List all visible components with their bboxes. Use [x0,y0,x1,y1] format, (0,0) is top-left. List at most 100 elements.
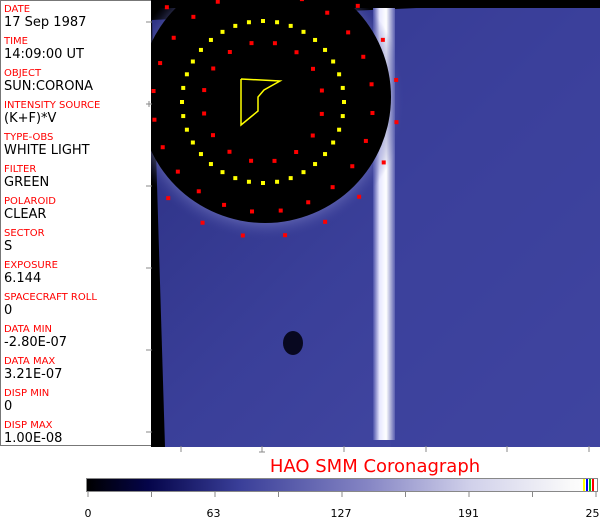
overlay-marker [158,61,162,65]
overlay-marker [331,185,335,189]
overlay-marker [394,78,398,82]
overlay-marker [300,0,304,1]
overlay-marker [172,36,176,40]
colorbar-blue [586,479,588,491]
overlay-marker [221,30,225,34]
overlay-marker [381,38,385,42]
overlay-marker [176,170,180,174]
overlay-marker [191,15,195,19]
field-value: WHITE LIGHT [4,143,90,158]
overlay-marker [370,111,374,115]
overlay-marker [311,67,315,71]
overlay-marker [364,139,368,143]
overlay-marker [197,189,201,193]
field-label: INTENSITY SOURCE [4,100,100,111]
overlay-marker [247,20,251,24]
field-label: SECTOR [4,228,45,239]
coronagraph-image-canvas [151,0,600,447]
colorbar-tick-label: 63 [207,508,221,519]
field-value: GREEN [4,175,49,190]
overlay-marker [275,20,279,24]
field-label: DISP MAX [4,420,62,431]
field-value: S [4,239,45,254]
overlay-marker [341,86,345,90]
coronagraph-image[interactable] [151,0,600,447]
overlay-marker [181,86,185,90]
overlay-marker [191,60,195,64]
field-label: DATA MIN [4,324,67,335]
colorbar [86,478,598,492]
overlay-marker [341,114,345,118]
overlay-marker [249,159,253,163]
overlay-marker [283,233,287,237]
overlay-marker [275,180,279,184]
field-value: -2.80E-07 [4,335,67,350]
overlay-marker [361,55,365,59]
overlay-marker [166,196,170,200]
overlay-marker [211,133,215,137]
field-label: SPACECRAFT ROLL [4,292,97,303]
colorbar-tick-label: 255 [586,508,600,519]
overlay-marker [323,220,327,224]
overlay-marker [216,0,220,4]
field-value: 3.21E-07 [4,367,62,382]
overlay-marker [289,176,293,180]
field-value: CLEAR [4,207,56,222]
overlay-marker [261,19,265,23]
field-value: 1.00E-08 [4,431,62,446]
overlay-marker [199,152,203,156]
colorbar-tick-label: 127 [331,508,352,519]
field-label: DISP MIN [4,388,49,399]
field-value: 17 Sep 1987 [4,15,86,30]
field-label: OBJECT [4,68,93,79]
overlay-marker [202,111,206,115]
field-value: (K+F)*V [4,111,100,126]
field-value: 14:09:00 UT [4,47,84,62]
overlay-marker [241,233,245,237]
overlay-marker [191,141,195,145]
dark-spot [283,331,303,355]
overlay-marker [320,112,324,116]
colorbar-green [589,479,591,491]
overlay-marker [357,195,361,199]
colorbar-red [592,479,594,491]
overlay-marker [325,11,329,15]
overlay-marker [273,41,277,45]
field-label: TYPE-OBS [4,132,90,143]
overlay-marker [382,160,386,164]
overlay-marker [165,5,169,9]
overlay-marker [306,200,310,204]
overlay-marker [247,180,251,184]
overlay-marker [161,145,165,149]
field-label: TIME [4,36,84,47]
overlay-marker [331,60,335,64]
colorbar-tick-label: 0 [85,508,92,519]
overlay-marker [289,24,293,28]
overlay-marker [313,38,317,42]
field-data-min: DATA MIN-2.80E-07 [4,324,67,350]
overlay-marker [250,209,254,213]
overlay-marker [295,50,299,54]
overlay-marker [342,100,346,104]
overlay-marker [185,128,189,132]
overlay-marker [337,128,341,132]
overlay-marker [356,4,360,8]
overlay-marker [302,170,306,174]
overlay-marker [152,118,156,122]
overlay-marker [199,48,203,52]
plot-title: HAO SMM Coronagraph [150,456,600,478]
overlay-marker [294,150,298,154]
overlay-marker [331,141,335,145]
field-intensity-source: INTENSITY SOURCE(K+F)*V [4,100,100,126]
overlay-marker [209,38,213,42]
overlay-marker [185,72,189,76]
overlay-marker [394,120,398,124]
